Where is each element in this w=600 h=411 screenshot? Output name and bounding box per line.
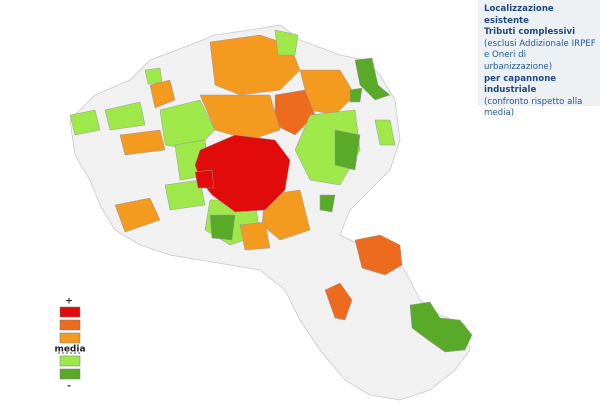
municipalities bbox=[69, 29, 473, 353]
legend-bottom-label: - bbox=[67, 382, 71, 392]
info-comparison: (confronto rispetto alla media) bbox=[484, 96, 583, 119]
legend-swatch bbox=[59, 355, 81, 367]
legend-swatch bbox=[59, 368, 81, 380]
legend-swatch bbox=[59, 332, 81, 344]
legend-swatch bbox=[59, 306, 81, 318]
legend-middle-label: media bbox=[54, 345, 85, 355]
legend-swatch bbox=[59, 319, 81, 331]
legend: + media - bbox=[54, 297, 85, 392]
info-note: (esclusi Addizionale IRPEF e Oneri di ur… bbox=[484, 38, 596, 72]
info-subtitle: Tributi complessivi bbox=[484, 27, 576, 38]
info-title: Localizzazione esistente bbox=[484, 4, 554, 26]
info-box: Localizzazione esistente Tributi comples… bbox=[478, 0, 600, 118]
legend-top-label: + bbox=[65, 297, 73, 307]
info-scope: per capannone industriale bbox=[484, 73, 557, 96]
